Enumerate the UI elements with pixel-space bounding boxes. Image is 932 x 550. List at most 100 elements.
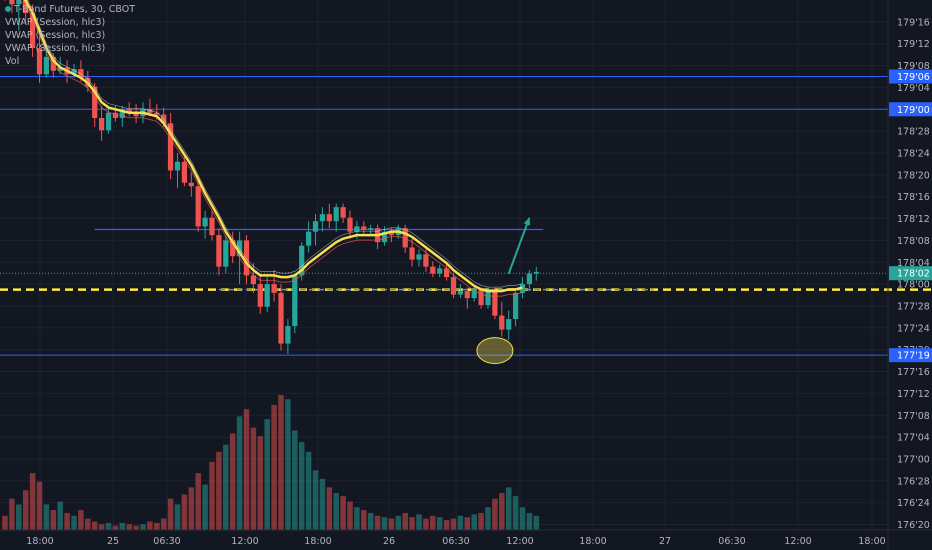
volume-bar [98,524,105,530]
volume-bar [381,517,388,530]
volume-bar [388,518,395,530]
volume-bar [50,510,57,530]
candle-body [9,0,15,5]
volume-bar [236,416,243,530]
candle-body [57,67,63,71]
volume-bar [512,495,519,530]
legend-indicator[interactable]: Vol [5,56,20,67]
y-tick-label: 178'12 [897,214,930,225]
legend-indicator[interactable]: VWAP (Session, hlc3) [5,17,106,28]
volume-bar [354,507,360,530]
volume-bar [71,515,77,530]
candle-body [437,268,443,274]
candle-body [216,235,222,267]
volume-bar [188,487,195,530]
legend-indicator[interactable]: VWAP (Session, hlc3) [5,43,106,54]
y-tick-label: 178'04 [897,258,930,269]
price-label-text: 179'06 [897,72,930,83]
y-tick-label: 179'16 [897,17,930,28]
volume-bar [333,493,339,530]
volume-bar [223,444,229,530]
vwap-line [19,0,523,297]
x-tick-label: 12:00 [784,536,811,547]
x-tick-label: 18:00 [579,536,606,547]
price-label-box [889,69,932,84]
y-tick-label: 178'20 [897,170,930,181]
candle-body [485,291,491,306]
volume-bar [519,507,526,530]
volume-bar [167,498,174,530]
vwap-line [23,0,523,293]
volume-bar [243,409,250,530]
x-tick-label: 18:00 [858,536,885,547]
candle-body [333,207,339,222]
volume-bar [374,515,381,530]
volume-bar [478,512,484,530]
volume-bar [112,525,119,530]
candle-body [416,254,422,260]
candle-body [450,277,457,295]
candle-body [409,247,415,260]
status-dot-icon [5,6,11,12]
volume-bar [402,512,408,530]
candle-body [526,273,533,285]
volume-bar [43,504,50,530]
price-label-text: 178'02 [897,269,930,280]
candle-body [354,226,360,232]
time-axis[interactable]: 18:00 25 06:30 12:00 18:00 26 06:30 12:00 18:00 2… [0,529,932,547]
annotations[interactable] [476,217,531,365]
volume-bar [340,495,346,530]
legend-symbol[interactable]: T-Bond Futures, 30, CBOT [5,3,135,16]
y-tick-label: 176'24 [897,498,930,509]
y-tick-label: 176'28 [897,476,930,487]
candle-body [223,240,229,267]
volume-bar [292,430,298,530]
x-tick-label: 26 [383,536,395,547]
candle-body [443,268,450,278]
volume-bar [133,525,139,530]
candle-body [250,275,257,285]
volume-bar [209,461,215,530]
candle-body [195,186,201,227]
candle-body [112,112,119,119]
candle-body [119,109,125,119]
candle-body [36,48,43,75]
x-tick-label: 18:00 [304,536,331,547]
volume-bar [91,521,98,530]
candle-body [368,228,374,230]
volume-bar [119,522,126,530]
candle-body [230,240,236,257]
up-arrow[interactable] [507,217,531,274]
highlight-ellipse[interactable] [476,337,514,365]
volume-bar [326,487,333,530]
candle-body [16,0,22,5]
candle-body [326,214,332,222]
candle-body [202,217,208,227]
candle-body [243,240,250,276]
volume-bar [216,451,222,530]
y-tick-label: 177'28 [897,301,930,312]
candle-body [299,245,305,276]
volume-bar [147,521,153,530]
volume-bar [395,515,402,530]
legend-indicator[interactable]: VWAP (Session, hlc3) [5,30,106,41]
volume-bar [271,404,277,530]
y-tick-label: 178'16 [897,192,930,203]
arrow-head-icon [523,217,531,226]
x-tick-label: 06:30 [153,536,180,547]
volume-bar [64,512,70,530]
volume-bar [409,517,415,530]
y-tick-label: 179'04 [897,83,930,94]
candle-body [264,284,270,307]
horizontal-lines[interactable] [0,75,932,356]
x-tick-label: 06:30 [718,536,745,547]
price-label-text: 177'19 [897,351,930,362]
y-tick-label: 179'12 [897,39,930,50]
volume-bar [78,510,84,530]
candle-body [478,289,484,306]
volume-bar [533,515,540,530]
candle-body [347,217,353,232]
candle-body [188,182,194,187]
y-tick-label: 177'04 [897,433,930,444]
